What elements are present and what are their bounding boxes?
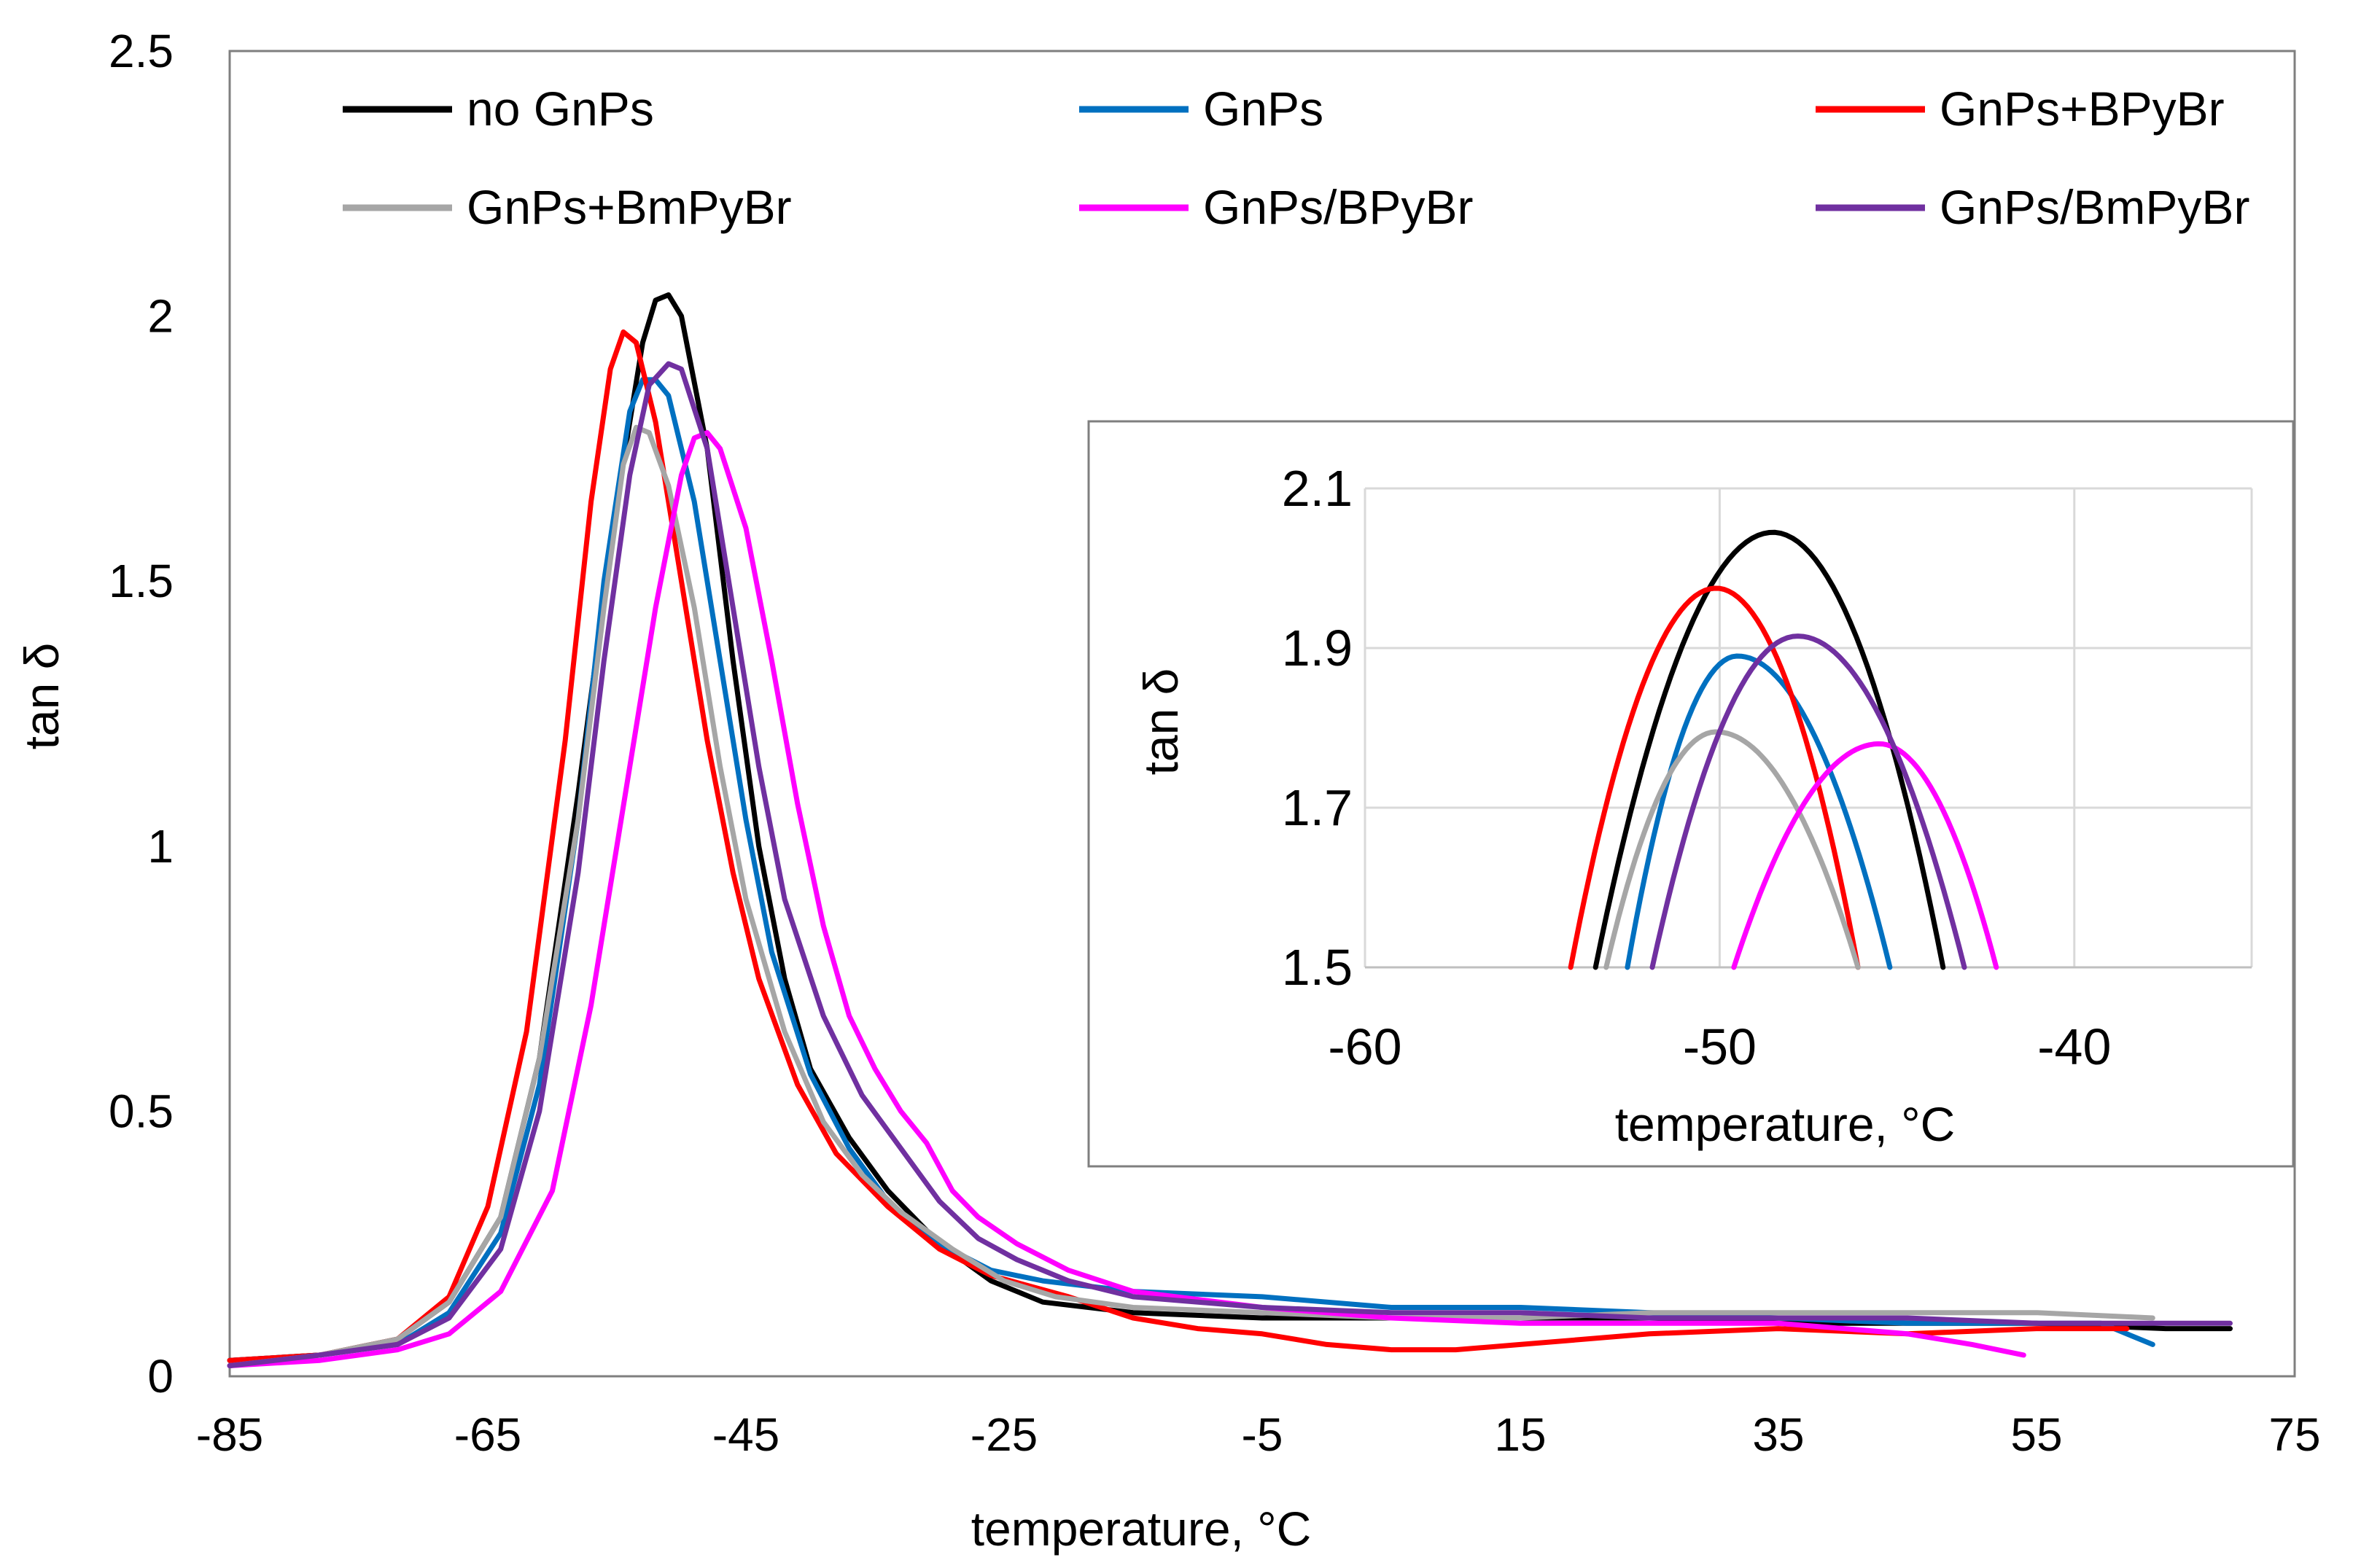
- main-x-tick-label: -5: [1242, 1408, 1283, 1461]
- main-x-tick-label: -65: [454, 1408, 522, 1461]
- legend: no GnPs GnPs GnPs+BPyBr GnPs+BmPyBr GnPs/BPy…: [343, 82, 2249, 234]
- inset-x-tick-label: -40: [2037, 1018, 2111, 1075]
- main-y-axis-label: tan δ: [15, 643, 69, 750]
- inset-series-line: [1603, 729, 1861, 970]
- inset-y-tick-label: 1.7: [1282, 779, 1353, 836]
- main-y-tick-label: 2: [147, 290, 174, 343]
- inset-series-group: [1568, 529, 1999, 970]
- main-series-line: [227, 424, 2155, 1368]
- inset-series-line: [1649, 633, 1967, 970]
- main-y-tick-label: 0: [147, 1350, 174, 1403]
- main-series-line: [227, 361, 2233, 1368]
- main-y-tick-label: 1: [147, 820, 174, 873]
- main-series-line: [227, 329, 2130, 1363]
- legend-label: GnPs/BPyBr: [1203, 180, 1473, 234]
- inset-y-tick-label: 1.5: [1282, 939, 1353, 996]
- legend-label: GnPs+BmPyBr: [467, 180, 792, 234]
- main-x-tick-label: 15: [1494, 1408, 1546, 1461]
- inset-series-line: [1731, 741, 1999, 970]
- inset-y-tick-label: 1.9: [1282, 620, 1353, 676]
- inset-series-line: [1568, 585, 1861, 970]
- legend-label: GnPs+BPyBr: [1940, 82, 2225, 136]
- main-x-tick-label: -25: [971, 1408, 1038, 1461]
- legend-item: GnPs/BPyBr: [1079, 180, 1473, 234]
- inset-panel: [1087, 420, 2295, 1168]
- inset-y-axis-label: tan δ: [1134, 668, 1188, 776]
- main-x-tick-label: 55: [2010, 1408, 2062, 1461]
- legend-item: GnPs: [1079, 82, 1323, 136]
- legend-label: GnPs: [1203, 82, 1323, 136]
- inset-x-tick-label: -60: [1328, 1018, 1401, 1075]
- main-x-tick-label: 75: [2268, 1408, 2320, 1461]
- legend-item: no GnPs: [343, 82, 654, 136]
- main-x-tick-labels: -85 -65 -45 -25 -5 15 35 55 75: [196, 1408, 2321, 1461]
- legend-label: no GnPs: [467, 82, 654, 136]
- main-y-tick-label: 1.5: [109, 555, 174, 607]
- main-y-tick-label: 2.5: [109, 25, 174, 77]
- main-x-tick-label: 35: [1752, 1408, 1804, 1461]
- inset-x-tick-labels: -60 -50 -40: [1328, 1018, 2111, 1075]
- main-plot-area: [228, 50, 2296, 1378]
- main-series-group: [227, 292, 2233, 1368]
- legend-label: GnPs/BmPyBr: [1940, 180, 2249, 234]
- main-y-tick-label: 0.5: [109, 1085, 174, 1137]
- inset-y-tick-labels: 1.5 1.7 1.9 2.1: [1282, 460, 1353, 996]
- main-x-tick-label: -45: [712, 1408, 780, 1461]
- legend-item: GnPs/BmPyBr: [1816, 180, 2249, 234]
- main-series-line: [227, 430, 2026, 1368]
- main-x-axis-label: temperature, °C: [971, 1502, 1312, 1556]
- main-y-tick-labels: 0 0.5 1 1.5 2 2.5: [109, 25, 174, 1403]
- inset-y-tick-label: 2.1: [1282, 460, 1353, 517]
- main-x-tick-label: -85: [196, 1408, 264, 1461]
- inset-x-tick-label: -50: [1683, 1018, 1757, 1075]
- inset-x-axis-label: temperature, °C: [1615, 1097, 1956, 1151]
- legend-item: GnPs+BPyBr: [1816, 82, 2225, 136]
- legend-item: GnPs+BmPyBr: [343, 180, 792, 234]
